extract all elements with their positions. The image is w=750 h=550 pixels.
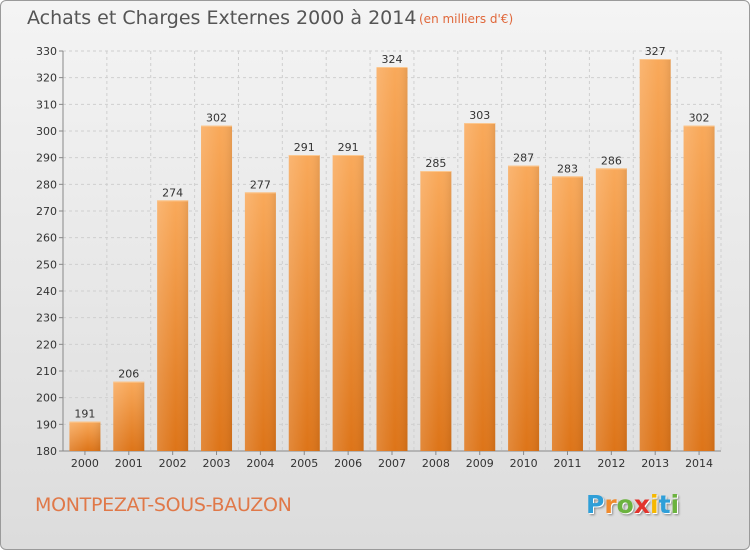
logo-letter: r: [604, 490, 617, 519]
x-tick-label: 2002: [159, 457, 187, 470]
logo-letter: o: [616, 490, 634, 519]
y-tick-label: 180: [36, 445, 57, 458]
y-tick-label: 220: [36, 338, 57, 351]
x-tick-label: 2003: [203, 457, 231, 470]
bar-shading: [639, 59, 671, 451]
bar-shading: [376, 67, 408, 451]
value-label: 303: [469, 109, 490, 122]
bar-shading: [332, 155, 364, 451]
bars: [69, 59, 715, 452]
y-tick-label: 330: [36, 45, 57, 58]
bar-shading: [244, 192, 276, 452]
y-tick-label: 260: [36, 232, 57, 245]
logo-letter: i: [670, 490, 680, 519]
axes: 180 190 200 210 220 230 240 250 260 270 280 290 300 3…: [36, 45, 721, 470]
bar-shading: [551, 176, 583, 452]
bar-shading: [157, 200, 189, 451]
y-tick-label: 210: [36, 365, 57, 378]
bar-shading: [420, 171, 452, 451]
x-tick-label: 2010: [510, 457, 538, 470]
logo-letter: P: [586, 490, 605, 519]
bar-shading: [464, 123, 496, 451]
bar-shading: [201, 125, 233, 452]
x-tick-label: 2000: [71, 457, 99, 470]
value-label: 287: [513, 152, 534, 165]
y-tick-label: 190: [36, 418, 57, 431]
y-tick-label: 300: [36, 125, 57, 138]
bar-shading: [683, 125, 715, 452]
x-tick-label: 2006: [334, 457, 362, 470]
bar-shading: [288, 155, 320, 451]
value-label: 327: [645, 45, 666, 58]
proxiti-logo: Proxiti: [586, 490, 679, 519]
bar-shading: [595, 168, 627, 452]
value-label: 283: [557, 162, 578, 175]
y-tick-label: 280: [36, 178, 57, 191]
value-label: 302: [689, 112, 710, 125]
bar-shading: [69, 421, 101, 451]
municipality-name: MONTPEZAT-SOUS-BAUZON: [35, 494, 292, 516]
y-tick-label: 240: [36, 285, 57, 298]
y-tick-label: 310: [36, 98, 57, 111]
x-tick-label: 2014: [685, 457, 713, 470]
value-label: 277: [250, 178, 271, 191]
value-label: 191: [74, 408, 95, 421]
x-tick-label: 2008: [422, 457, 450, 470]
y-tick-label: 320: [36, 72, 57, 85]
x-tick-label: 2011: [553, 457, 581, 470]
value-label: 206: [118, 368, 139, 381]
y-tick-label: 290: [36, 152, 57, 165]
value-label: 302: [206, 112, 227, 125]
x-tick-label: 2001: [115, 457, 143, 470]
value-label: 286: [601, 154, 622, 167]
y-tick-label: 230: [36, 312, 57, 325]
x-tick-label: 2012: [597, 457, 625, 470]
value-label: 274: [162, 186, 183, 199]
value-labels: 191 206 274 302 277 291 291 324 285 303 287 283 286 3…: [74, 45, 709, 421]
x-tick-label: 2013: [641, 457, 669, 470]
x-tick-label: 2004: [246, 457, 274, 470]
chart-subtitle: (en milliers d'€): [419, 12, 514, 26]
x-tick-label: 2007: [378, 457, 406, 470]
chart-title: Achats et Charges Externes 2000 à 2014: [27, 7, 417, 29]
y-tick-label: 250: [36, 258, 57, 271]
value-label: 291: [338, 141, 359, 154]
logo-letter: t: [658, 490, 671, 519]
x-tick-label: 2009: [466, 457, 494, 470]
value-label: 291: [294, 141, 315, 154]
value-label: 324: [382, 53, 403, 66]
y-tick-label: 200: [36, 392, 57, 405]
logo-letter: x: [633, 490, 650, 519]
bar-shading: [508, 165, 540, 451]
y-tick-label: 270: [36, 205, 57, 218]
value-label: 285: [425, 157, 446, 170]
logo-letter: i: [650, 490, 659, 519]
x-tick-label: 2005: [290, 457, 318, 470]
bar-shading: [113, 381, 145, 451]
